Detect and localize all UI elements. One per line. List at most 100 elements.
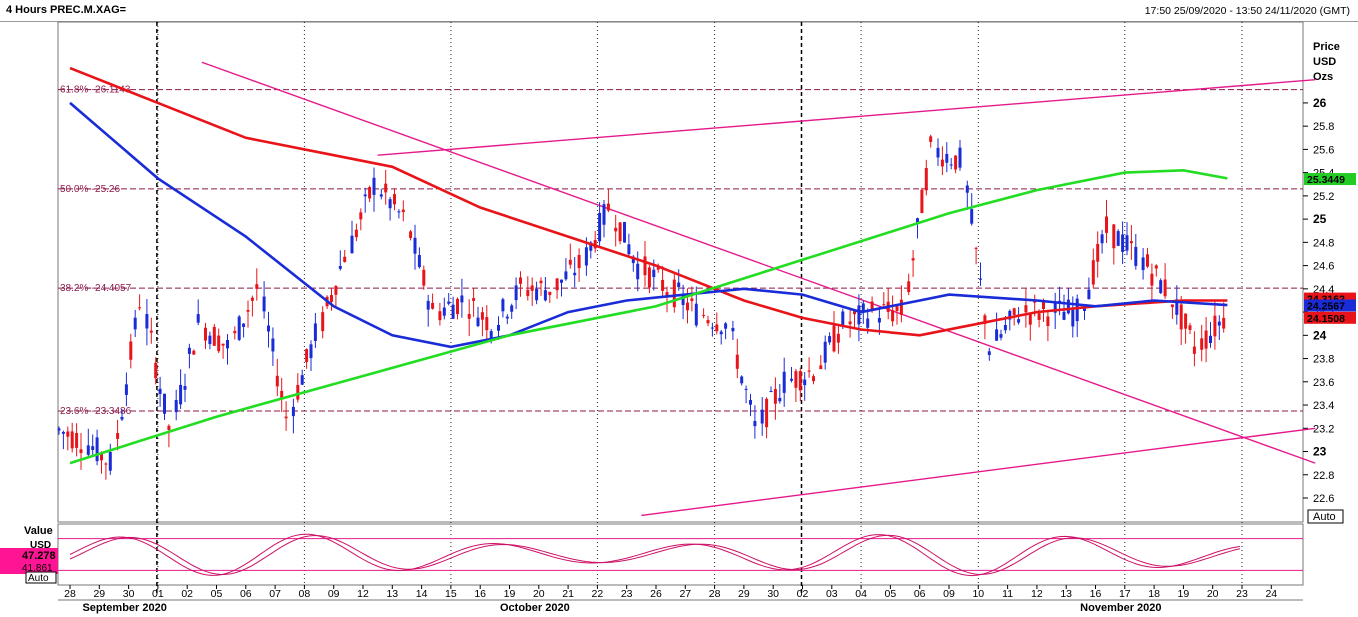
y-tick-label: 23.2 bbox=[1313, 423, 1334, 435]
candle-body bbox=[460, 295, 464, 303]
candle-body bbox=[1053, 302, 1057, 313]
candle-body bbox=[226, 340, 229, 349]
candle-body bbox=[368, 187, 372, 199]
x-tick-label: 16 bbox=[474, 588, 486, 600]
candle-body bbox=[710, 327, 714, 329]
y-tick-label: 25.8 bbox=[1313, 121, 1334, 133]
x-tick-label: 06 bbox=[914, 588, 926, 600]
candle-body bbox=[138, 307, 142, 309]
x-tick-label: 30 bbox=[767, 588, 779, 600]
candle-body bbox=[1105, 216, 1108, 233]
candle-body bbox=[145, 314, 149, 329]
candle-body bbox=[857, 305, 861, 325]
candle-body bbox=[853, 311, 856, 315]
candle-body bbox=[744, 388, 748, 390]
candle-body bbox=[275, 375, 279, 387]
candle-body bbox=[606, 203, 610, 211]
candle-body bbox=[343, 256, 347, 263]
candle-body bbox=[116, 433, 120, 439]
price-tag bbox=[1304, 299, 1356, 312]
candle-body bbox=[1141, 257, 1145, 271]
candle-body bbox=[1179, 304, 1183, 330]
candle-body bbox=[79, 449, 83, 453]
x-tick-label: 03 bbox=[826, 588, 838, 600]
candle-body bbox=[999, 334, 1003, 338]
candle-body bbox=[1096, 243, 1100, 262]
candle-body bbox=[916, 218, 919, 224]
candle-body bbox=[422, 269, 426, 286]
candle-body bbox=[514, 285, 518, 301]
candle-body bbox=[359, 212, 363, 220]
candle-body bbox=[233, 330, 237, 334]
candle-body bbox=[602, 204, 606, 225]
x-tick-label: 08 bbox=[299, 588, 311, 600]
x-tick-label: 10 bbox=[972, 588, 984, 600]
candle-body bbox=[1033, 301, 1037, 303]
osc-axis-title: Value bbox=[24, 525, 53, 537]
candle-body bbox=[1222, 317, 1226, 329]
candle-body bbox=[379, 194, 383, 197]
candle-body bbox=[1184, 313, 1188, 329]
candle-body bbox=[129, 341, 133, 360]
candle-body bbox=[647, 267, 651, 288]
candle-body bbox=[472, 298, 476, 301]
candle-body bbox=[447, 301, 451, 304]
x-tick-label: 29 bbox=[93, 588, 105, 600]
candle-body bbox=[242, 323, 246, 328]
candle-body bbox=[246, 309, 250, 312]
candle-body bbox=[409, 231, 413, 238]
candle-body bbox=[313, 323, 317, 341]
candle-body bbox=[690, 298, 694, 302]
candle-body bbox=[451, 304, 455, 319]
candle-body bbox=[442, 307, 446, 316]
month-label: September 2020 bbox=[82, 602, 166, 614]
candle-body bbox=[501, 299, 505, 312]
x-tick-label: 17 bbox=[1119, 588, 1131, 600]
candle-body bbox=[954, 155, 958, 170]
candle-body bbox=[677, 282, 681, 288]
candle-body bbox=[1012, 308, 1016, 315]
osc-k-line bbox=[69, 533, 1241, 577]
candle-body bbox=[519, 277, 522, 284]
candle-body bbox=[413, 237, 417, 254]
candle-body bbox=[828, 336, 832, 343]
y-tick-label: 25.2 bbox=[1313, 191, 1334, 203]
candle-body bbox=[296, 384, 300, 400]
candle-body bbox=[217, 335, 221, 352]
y-tick-label: 23 bbox=[1313, 445, 1327, 459]
candle-body bbox=[589, 242, 593, 251]
candle-body bbox=[1170, 304, 1174, 308]
trend-line bbox=[201, 61, 1316, 464]
candle-body bbox=[467, 314, 471, 319]
candle-body bbox=[438, 311, 442, 321]
y-tick-label: 24.6 bbox=[1313, 261, 1334, 273]
candle-body bbox=[560, 279, 563, 283]
candle-body bbox=[104, 463, 108, 465]
candle-body bbox=[61, 431, 65, 434]
candle-body bbox=[108, 451, 112, 471]
candle-body bbox=[1112, 224, 1116, 249]
candle-body bbox=[1146, 254, 1149, 267]
candle-body bbox=[614, 227, 618, 232]
candle-body bbox=[280, 390, 284, 399]
price-panel bbox=[57, 21, 1304, 523]
candle-body bbox=[618, 222, 622, 242]
candle-body bbox=[309, 344, 313, 359]
candle-body bbox=[291, 406, 295, 417]
candle-body bbox=[95, 437, 99, 462]
candle-body bbox=[832, 325, 836, 352]
candle-body bbox=[945, 153, 949, 163]
candle-body bbox=[255, 284, 259, 289]
candle-body bbox=[100, 454, 103, 461]
x-tick-label: 28 bbox=[709, 588, 721, 600]
candle-body bbox=[798, 371, 802, 391]
candle-body bbox=[694, 303, 698, 326]
candle-body bbox=[149, 330, 153, 333]
candle-body bbox=[807, 370, 811, 372]
candle-body bbox=[911, 258, 915, 261]
candle-body bbox=[841, 311, 845, 326]
x-tick-label: 28 bbox=[64, 588, 76, 600]
candle-body bbox=[133, 317, 137, 330]
x-tick-label: 26 bbox=[650, 588, 662, 600]
